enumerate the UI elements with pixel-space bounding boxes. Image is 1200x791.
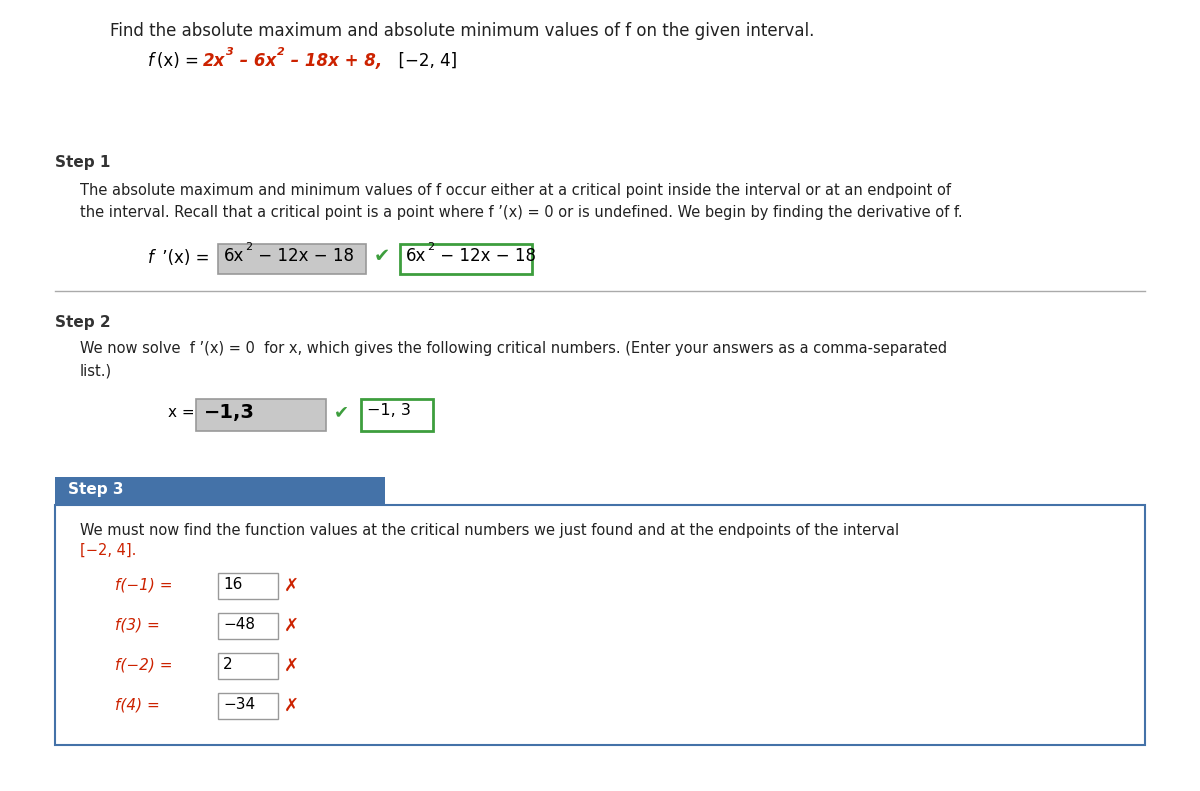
Text: −1, 3: −1, 3	[367, 403, 410, 418]
Text: ✗: ✗	[284, 617, 299, 635]
Text: Step 3: Step 3	[68, 482, 124, 497]
Text: f(4) =: f(4) =	[115, 697, 160, 712]
Text: f(−1) =: f(−1) =	[115, 577, 173, 592]
Text: [−2, 4].: [−2, 4].	[80, 543, 137, 558]
Text: list.): list.)	[80, 363, 112, 378]
Text: f(3) =: f(3) =	[115, 617, 160, 632]
Text: 6x: 6x	[224, 247, 245, 265]
FancyBboxPatch shape	[218, 573, 278, 599]
Text: ✔: ✔	[374, 247, 390, 266]
Text: 2: 2	[245, 242, 252, 252]
Text: the interval. Recall that a critical point is a point where f ’(x) = 0 or is und: the interval. Recall that a critical poi…	[80, 205, 962, 220]
Text: ✔: ✔	[334, 403, 349, 421]
Text: Step 1: Step 1	[55, 155, 110, 170]
Text: 16: 16	[223, 577, 242, 592]
FancyBboxPatch shape	[218, 693, 278, 719]
FancyBboxPatch shape	[361, 399, 433, 431]
Text: x =: x =	[168, 405, 199, 420]
Text: ✗: ✗	[284, 697, 299, 715]
FancyBboxPatch shape	[218, 613, 278, 639]
FancyBboxPatch shape	[218, 653, 278, 679]
Text: 6x: 6x	[406, 247, 426, 265]
Text: Find the absolute maximum and absolute minimum values of f on the given interval: Find the absolute maximum and absolute m…	[110, 22, 815, 40]
FancyBboxPatch shape	[196, 399, 326, 431]
FancyBboxPatch shape	[55, 477, 385, 505]
Text: – 18x + 8,: – 18x + 8,	[286, 52, 383, 70]
Text: −1,3: −1,3	[204, 403, 254, 422]
Text: 2: 2	[277, 47, 284, 57]
Text: We now solve  f ’(x) = 0  for x, which gives the following critical numbers. (En: We now solve f ’(x) = 0 for x, which giv…	[80, 341, 947, 356]
Text: f: f	[148, 249, 154, 267]
Text: Step 2: Step 2	[55, 315, 110, 330]
Text: −34: −34	[223, 697, 256, 712]
Text: 2: 2	[223, 657, 233, 672]
Text: (x) =: (x) =	[157, 52, 204, 70]
Text: − 12x − 18: − 12x − 18	[253, 247, 354, 265]
Text: 2x: 2x	[203, 52, 226, 70]
Text: [−2, 4]: [−2, 4]	[388, 52, 457, 70]
Text: f: f	[148, 52, 154, 70]
Text: − 12x − 18: − 12x − 18	[436, 247, 536, 265]
FancyBboxPatch shape	[400, 244, 532, 274]
Text: 2: 2	[427, 242, 434, 252]
Text: 3: 3	[226, 47, 234, 57]
Text: −48: −48	[223, 617, 256, 632]
Text: ’(x) =: ’(x) =	[157, 249, 215, 267]
Text: The absolute maximum and minimum values of f occur either at a critical point in: The absolute maximum and minimum values …	[80, 183, 952, 198]
Text: ✗: ✗	[284, 657, 299, 675]
Text: – 6x: – 6x	[234, 52, 276, 70]
Text: We must now find the function values at the critical numbers we just found and a: We must now find the function values at …	[80, 523, 899, 538]
FancyBboxPatch shape	[55, 505, 1145, 745]
FancyBboxPatch shape	[218, 244, 366, 274]
Text: ✗: ✗	[284, 577, 299, 595]
Text: f(−2) =: f(−2) =	[115, 657, 173, 672]
